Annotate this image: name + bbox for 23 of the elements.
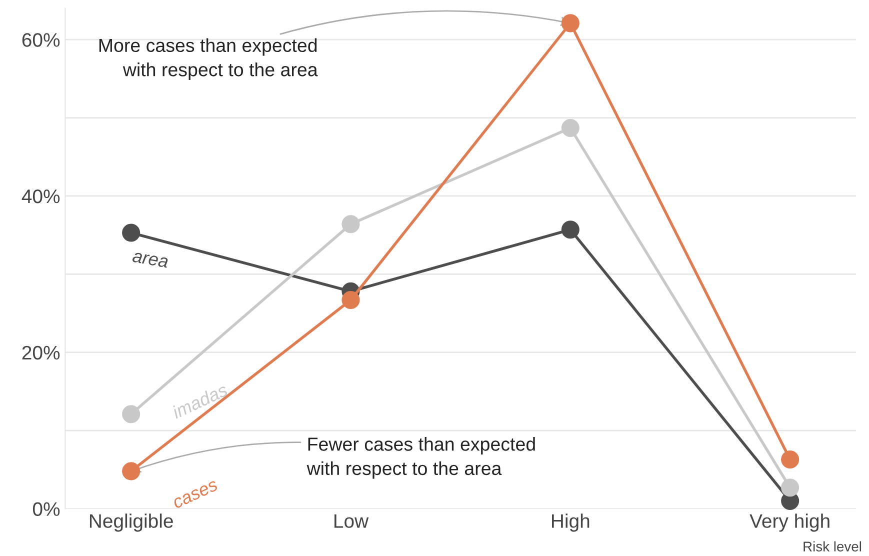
point bbox=[342, 290, 360, 310]
point bbox=[122, 462, 140, 480]
y-tick-label: 40% bbox=[22, 189, 60, 204]
point bbox=[342, 215, 360, 234]
point bbox=[561, 220, 580, 239]
y-tick-label: 0% bbox=[32, 502, 60, 516]
point bbox=[781, 450, 800, 469]
point bbox=[122, 405, 140, 424]
annotation: More cases than expected with respect to the area bbox=[99, 38, 318, 80]
y-tick-label: 60% bbox=[22, 33, 60, 47]
x-tick-label: Low bbox=[334, 514, 369, 528]
point bbox=[561, 118, 580, 137]
x-tick-label: High bbox=[552, 514, 590, 532]
point bbox=[561, 14, 580, 32]
x-axis-title: Risk level bbox=[804, 541, 862, 552]
annotation: Fewer cases than expected with respect to the area bbox=[306, 437, 535, 479]
point bbox=[122, 224, 140, 242]
text: cases bbox=[172, 480, 219, 509]
x-tick-label: Very high bbox=[750, 514, 830, 532]
y-tick-label: 20% bbox=[22, 346, 60, 360]
x-tick-label: Negligible bbox=[90, 514, 173, 532]
text: area bbox=[132, 252, 168, 268]
point bbox=[781, 478, 800, 497]
